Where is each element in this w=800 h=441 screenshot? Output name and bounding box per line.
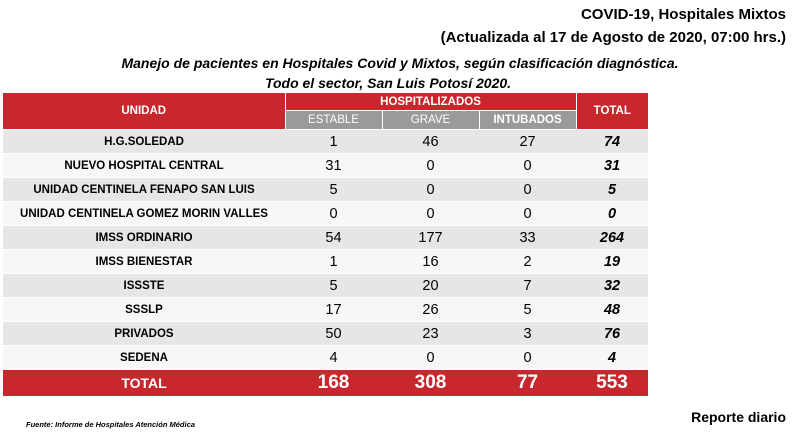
total-label: TOTAL xyxy=(3,369,285,397)
table-row: NUEVO HOSPITAL CENTRAL 31 0 0 31 xyxy=(3,153,649,178)
cell-estable: 0 xyxy=(285,201,382,226)
cell-intubados: 27 xyxy=(479,129,577,154)
column-header-unit: UNIDAD xyxy=(3,93,285,130)
cell-unit: UNIDAD CENTINELA GOMEZ MORIN VALLES xyxy=(3,201,285,226)
total-estable: 168 xyxy=(285,369,382,397)
cell-total: 76 xyxy=(576,321,649,346)
cell-grave: 0 xyxy=(382,153,479,178)
cell-total: 19 xyxy=(576,249,649,274)
column-header-estable: ESTABLE xyxy=(284,110,382,130)
cell-unit: UNIDAD CENTINELA FENAPO SAN LUIS xyxy=(3,177,285,202)
cell-unit: IMSS BIENESTAR xyxy=(3,249,285,274)
cell-intubados: 0 xyxy=(479,153,577,178)
cell-unit: SEDENA xyxy=(3,345,285,370)
cell-estable: 54 xyxy=(285,225,382,250)
cell-unit: NUEVO HOSPITAL CENTRAL xyxy=(3,153,285,178)
cell-unit: ISSSTE xyxy=(3,273,285,298)
cell-grave: 177 xyxy=(382,225,479,250)
cell-intubados: 0 xyxy=(479,201,577,226)
cell-unit: H.G.SOLEDAD xyxy=(3,129,285,154)
cell-intubados: 0 xyxy=(479,345,577,370)
report-title: COVID-19, Hospitales Mixtos xyxy=(580,6,786,23)
cell-intubados: 5 xyxy=(479,297,577,322)
table-row: UNIDAD CENTINELA FENAPO SAN LUIS 5 0 0 5 xyxy=(3,177,649,202)
source-note: Fuente: Informe de Hospitales Atención M… xyxy=(26,420,195,429)
cell-estable: 5 xyxy=(285,177,382,202)
column-header-total: TOTAL xyxy=(575,93,649,130)
report-label: Reporte diario xyxy=(691,409,786,425)
table-row: SSSLP 17 26 5 48 xyxy=(3,297,649,322)
cell-grave: 26 xyxy=(382,297,479,322)
cell-estable: 31 xyxy=(285,153,382,178)
cell-total: 31 xyxy=(576,153,649,178)
cell-grave: 46 xyxy=(382,129,479,154)
cell-unit: IMSS ORDINARIO xyxy=(3,225,285,250)
hospital-table: UNIDAD HOSPITALIZADOS TOTAL ESTABLE GRAV… xyxy=(3,93,649,397)
cell-total: 264 xyxy=(576,225,649,250)
cell-intubados: 2 xyxy=(479,249,577,274)
column-header-hospitalizados: HOSPITALIZADOS xyxy=(284,93,577,111)
cell-grave: 20 xyxy=(382,273,479,298)
cell-estable: 1 xyxy=(285,249,382,274)
cell-intubados: 33 xyxy=(479,225,577,250)
cell-estable: 50 xyxy=(285,321,382,346)
table-subtitle: Manejo de pacientes en Hospitales Covid … xyxy=(121,55,679,71)
cell-unit: SSSLP xyxy=(3,297,285,322)
cell-total: 4 xyxy=(576,345,649,370)
cell-unit: PRIVADOS xyxy=(3,321,285,346)
cell-grave: 23 xyxy=(382,321,479,346)
total-grave: 308 xyxy=(382,369,479,397)
total-total: 553 xyxy=(576,369,649,397)
table-row: IMSS ORDINARIO 54 177 33 264 xyxy=(3,225,649,250)
cell-grave: 0 xyxy=(382,345,479,370)
table-row: IMSS BIENESTAR 1 16 2 19 xyxy=(3,249,649,274)
cell-estable: 1 xyxy=(285,129,382,154)
table-subtitle-2: Todo el sector, San Luis Potosí 2020. xyxy=(264,75,512,91)
table-row: UNIDAD CENTINELA GOMEZ MORIN VALLES 0 0 0 0 xyxy=(3,201,649,226)
cell-estable: 4 xyxy=(285,345,382,370)
cell-grave: 0 xyxy=(382,201,479,226)
table-body: H.G.SOLEDAD 1 46 27 74 NUEVO HOSPITAL CENTRAL… xyxy=(3,129,649,370)
cell-total: 0 xyxy=(576,201,649,226)
cell-total: 32 xyxy=(576,273,649,298)
column-header-grave: GRAVE xyxy=(381,110,479,130)
report-date: (Actualizada al 17 de Agosto de 2020, 07… xyxy=(440,29,786,46)
cell-grave: 0 xyxy=(382,177,479,202)
table-row: PRIVADOS 50 23 3 76 xyxy=(3,321,649,346)
cell-intubados: 0 xyxy=(479,177,577,202)
table-row: ISSSTE 5 20 7 32 xyxy=(3,273,649,298)
table-row: H.G.SOLEDAD 1 46 27 74 xyxy=(3,129,649,154)
cell-grave: 16 xyxy=(382,249,479,274)
total-row: TOTAL 168 308 77 553 xyxy=(3,369,649,397)
cell-total: 48 xyxy=(576,297,649,322)
cell-total: 5 xyxy=(576,177,649,202)
cell-total: 74 xyxy=(576,129,649,154)
total-intubados: 77 xyxy=(479,369,577,397)
cell-intubados: 7 xyxy=(479,273,577,298)
cell-intubados: 3 xyxy=(479,321,577,346)
column-header-intubados: INTUBADOS xyxy=(478,110,577,130)
cell-estable: 5 xyxy=(285,273,382,298)
table-row: SEDENA 4 0 0 4 xyxy=(3,345,649,370)
cell-estable: 17 xyxy=(285,297,382,322)
